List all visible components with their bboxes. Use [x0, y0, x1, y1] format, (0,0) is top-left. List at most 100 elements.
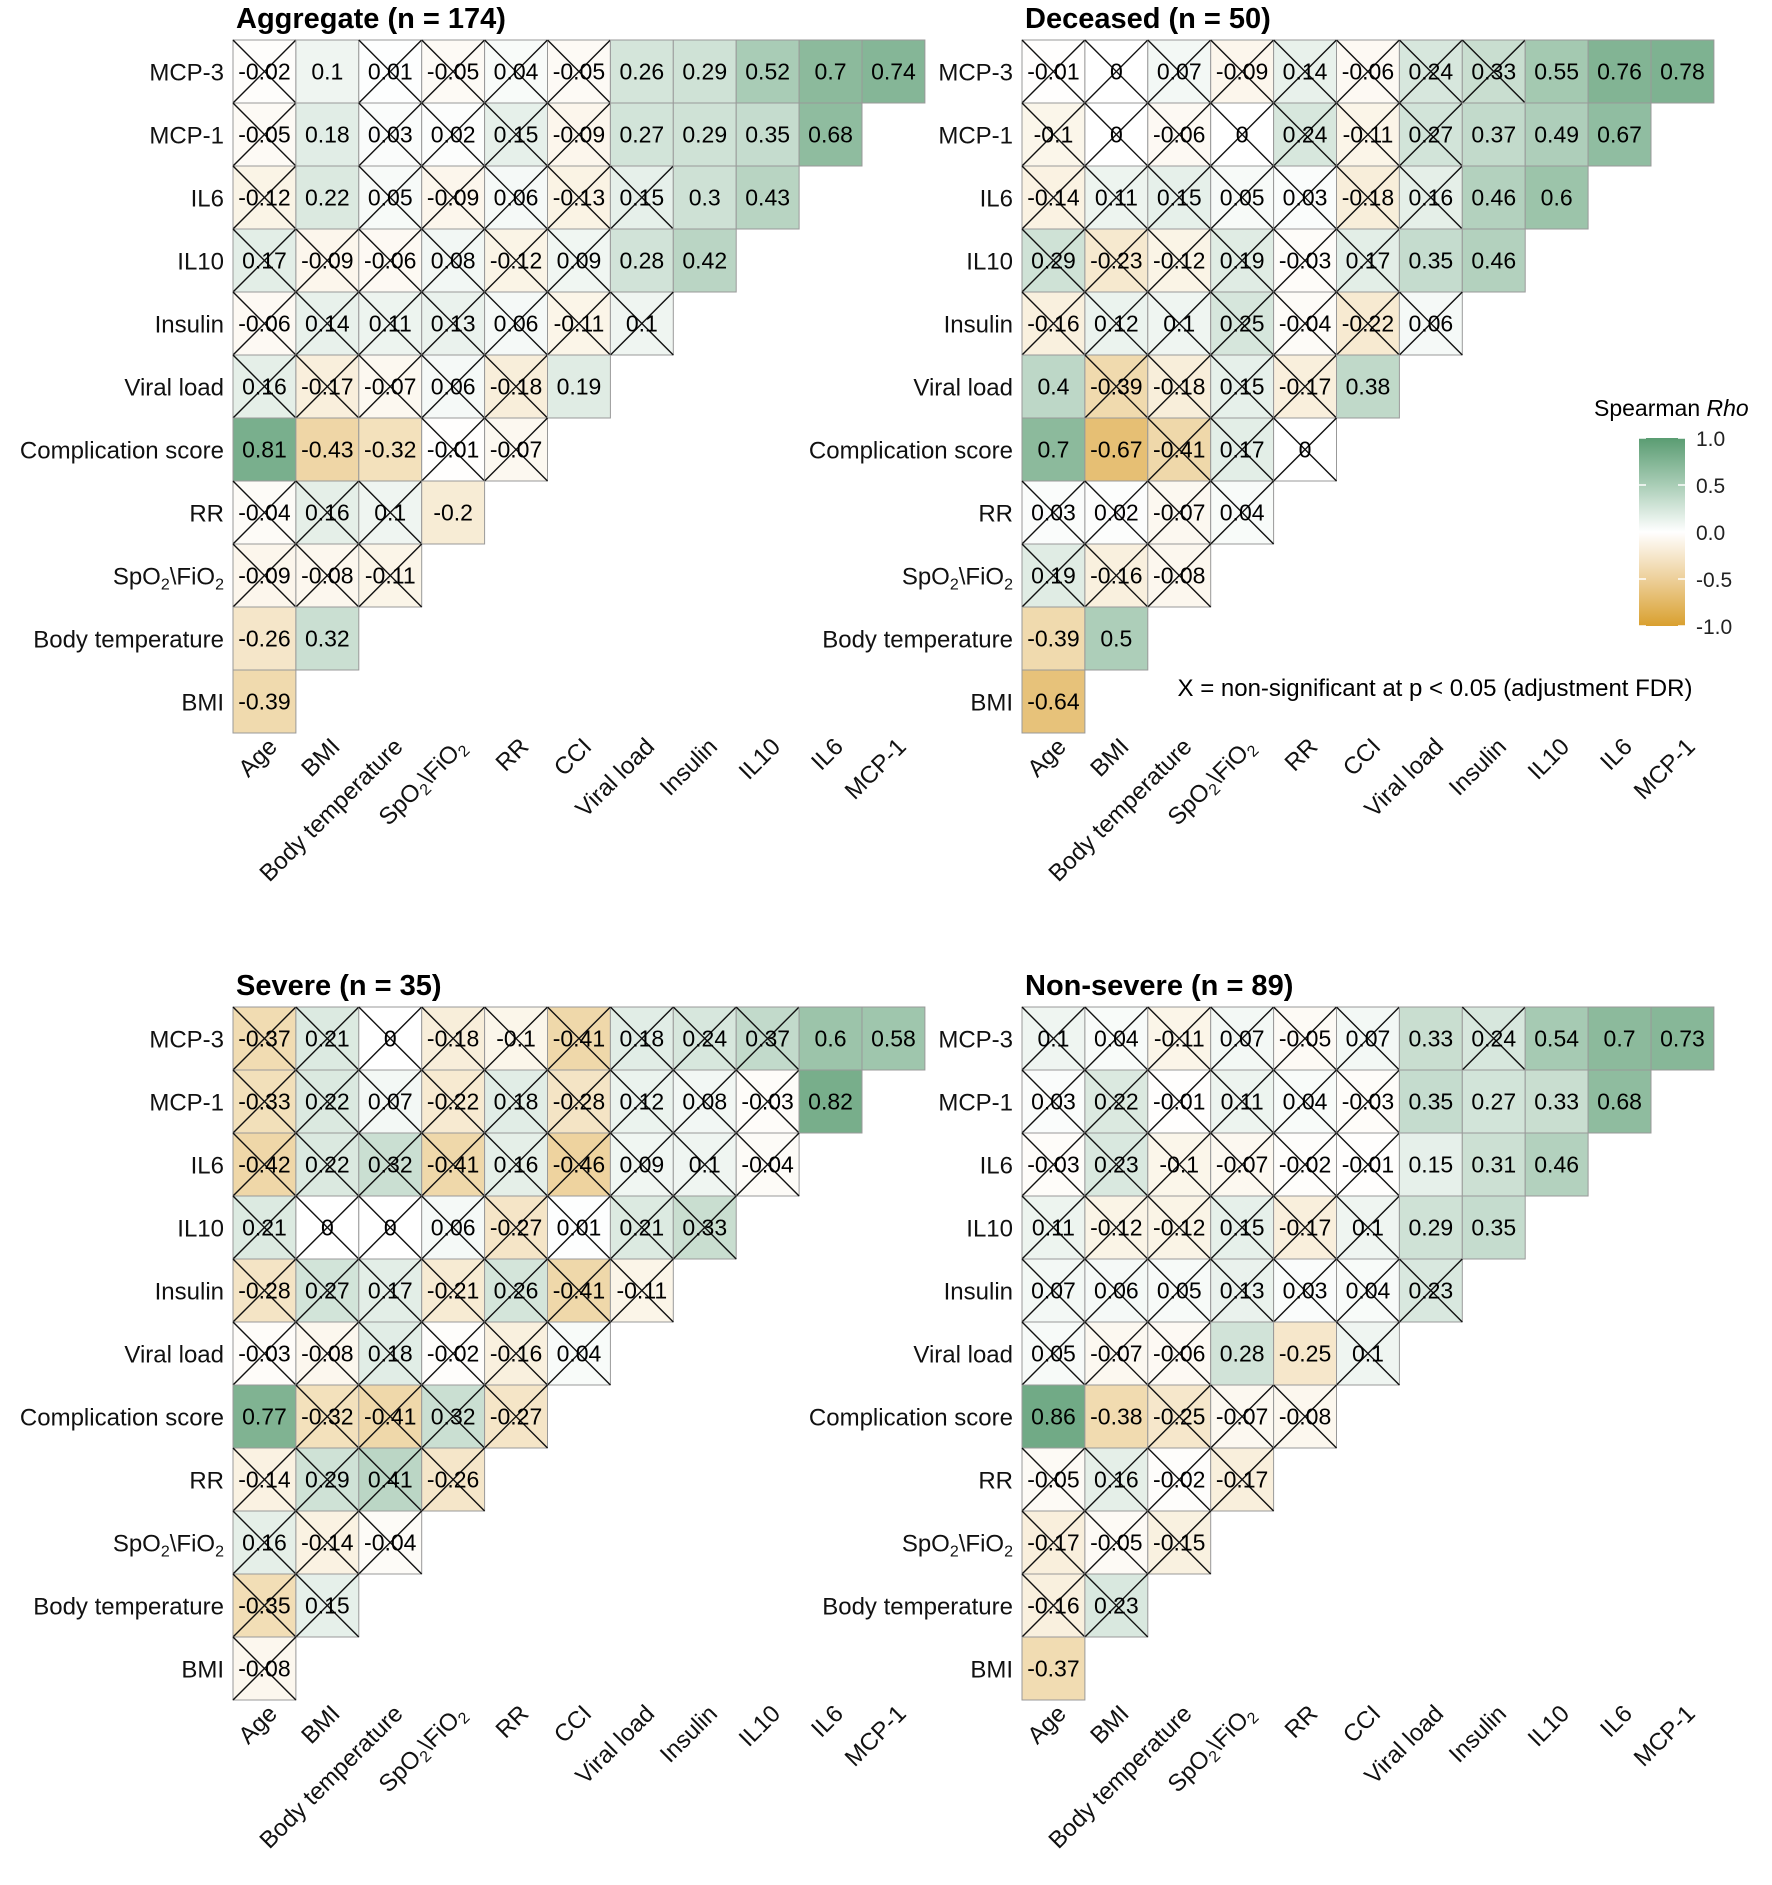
- cell-value-label: 0.78: [1660, 59, 1705, 85]
- cell-value-label: 0.04: [1094, 1026, 1139, 1052]
- cell-value-label: 0.43: [745, 185, 790, 211]
- column-label: MCP-1: [840, 733, 912, 805]
- column-label: BMI: [296, 733, 345, 782]
- row-label: BMI: [181, 1657, 224, 1684]
- nonsignificant-cross: [295, 1258, 360, 1323]
- nonsignificant-cross: [484, 102, 548, 167]
- cell-value-label: 0.02: [1094, 500, 1139, 526]
- cell-value-label: 0.05: [1031, 1341, 1076, 1367]
- nonsignificant-cross: [484, 417, 548, 482]
- nonsignificant-cross: [358, 1132, 423, 1197]
- cell-value-label: 0.41: [368, 1467, 413, 1493]
- nonsignificant-cross: [295, 228, 360, 293]
- significance-note: X = non-significant at p < 0.05 (adjustm…: [1178, 675, 1693, 702]
- heatmap-cell: [1461, 1132, 1526, 1197]
- legend-tick-label: -1.0: [1696, 616, 1732, 639]
- column-label: BMI: [1085, 733, 1134, 782]
- cell-value-label: 0.1: [311, 59, 343, 85]
- nonsignificant-cross: [1273, 228, 1337, 293]
- cell-value-label: -0.41: [553, 1278, 605, 1304]
- cell-value-label: -0.25: [1153, 1404, 1205, 1430]
- cell-value-label: -0.07: [1216, 1404, 1268, 1430]
- row-label: SpO2\FiO2: [902, 1531, 1013, 1561]
- nonsignificant-cross: [1147, 417, 1212, 482]
- cell-value-label: -0.16: [1090, 563, 1142, 589]
- cell-value-label: 0.07: [1031, 1278, 1076, 1304]
- nonsignificant-cross: [1336, 1069, 1400, 1134]
- nonsignificant-cross: [484, 1384, 548, 1449]
- heatmap-cell: [232, 417, 297, 482]
- cell-value-label: 0.82: [808, 1089, 853, 1115]
- heatmap-cell: [1398, 1195, 1463, 1260]
- cell-value-label: 0.11: [1095, 185, 1138, 211]
- nonsignificant-cross: [232, 543, 297, 608]
- cell-value-label: 0.38: [1346, 374, 1391, 400]
- nonsignificant-cross: [547, 102, 611, 167]
- nonsignificant-cross: [1084, 480, 1149, 545]
- nonsignificant-cross: [421, 1069, 486, 1134]
- nonsignificant-cross: [1021, 1132, 1086, 1197]
- cell-value-label: -0.41: [427, 1152, 479, 1178]
- nonsignificant-cross: [547, 228, 611, 293]
- nonsignificant-cross: [1273, 1195, 1337, 1260]
- cell-value-label: 0.21: [619, 1215, 664, 1241]
- cell-value-label: -0.05: [427, 59, 479, 85]
- cell-value-label: 0.31: [1471, 1152, 1516, 1178]
- cell-value-label: 0.27: [305, 1278, 350, 1304]
- cell-value-label: -0.05: [1090, 1530, 1142, 1556]
- cell-value-label: 0.32: [431, 1404, 476, 1430]
- cell-value-label: -0.18: [490, 374, 542, 400]
- nonsignificant-cross: [1336, 1006, 1400, 1071]
- nonsignificant-cross: [295, 1573, 360, 1638]
- nonsignificant-cross: [547, 39, 611, 104]
- row-label: Insulin: [944, 1279, 1013, 1306]
- cell-value-label: 0.1: [374, 500, 406, 526]
- cell-value-label: -0.09: [553, 122, 605, 148]
- nonsignificant-cross: [1147, 354, 1212, 419]
- cell-value-label: 0.07: [368, 1089, 413, 1115]
- row-label: MCP-3: [938, 1027, 1013, 1054]
- nonsignificant-cross: [1398, 102, 1463, 167]
- row-label: MCP-1: [149, 1090, 224, 1117]
- heatmap-cell: [1021, 1636, 1086, 1701]
- nonsignificant-cross: [232, 39, 297, 104]
- cell-value-label: 0.37: [1471, 122, 1516, 148]
- cell-value-label: -0.17: [301, 374, 353, 400]
- cell-value-label: 0.06: [494, 311, 539, 337]
- nonsignificant-cross: [295, 1069, 360, 1134]
- heatmap-cell: [861, 1006, 926, 1071]
- nonsignificant-cross: [1210, 102, 1275, 167]
- cell-value-label: -0.04: [238, 500, 291, 526]
- cell-value-label: 0.13: [1220, 1278, 1265, 1304]
- heatmap-cell: [672, 102, 737, 167]
- row-label: Viral load: [913, 1342, 1013, 1369]
- cell-value-label: -0.33: [238, 1089, 290, 1115]
- row-label: IL10: [966, 249, 1013, 276]
- nonsignificant-cross: [421, 102, 486, 167]
- nonsignificant-cross: [232, 1573, 297, 1638]
- heatmap-cell: [861, 39, 926, 104]
- nonsignificant-cross: [232, 1636, 297, 1701]
- nonsignificant-cross: [295, 1006, 360, 1071]
- column-label: CCI: [549, 1700, 597, 1748]
- cell-value-label: 0.86: [1031, 1404, 1076, 1430]
- cell-value-label: -0.07: [490, 437, 542, 463]
- nonsignificant-cross: [1273, 1258, 1337, 1323]
- nonsignificant-cross: [358, 1006, 423, 1071]
- nonsignificant-cross: [1398, 291, 1463, 356]
- cell-value-label: -0.27: [490, 1404, 542, 1430]
- nonsignificant-cross: [1021, 1258, 1086, 1323]
- cell-value-label: 0.07: [1157, 59, 1202, 85]
- row-label: RR: [978, 1468, 1013, 1495]
- nonsignificant-cross: [484, 165, 548, 230]
- column-label: IL10: [734, 733, 786, 785]
- column-label: MCP-1: [1629, 733, 1701, 805]
- cell-value-label: 0.32: [368, 1152, 413, 1178]
- cell-value-label: -0.1: [1034, 122, 1074, 148]
- cell-value-label: 0.28: [619, 248, 664, 274]
- nonsignificant-cross: [1147, 1384, 1212, 1449]
- nonsignificant-cross: [232, 1132, 297, 1197]
- cell-value-label: -0.23: [1090, 248, 1142, 274]
- nonsignificant-cross: [484, 1132, 548, 1197]
- nonsignificant-cross: [358, 354, 423, 419]
